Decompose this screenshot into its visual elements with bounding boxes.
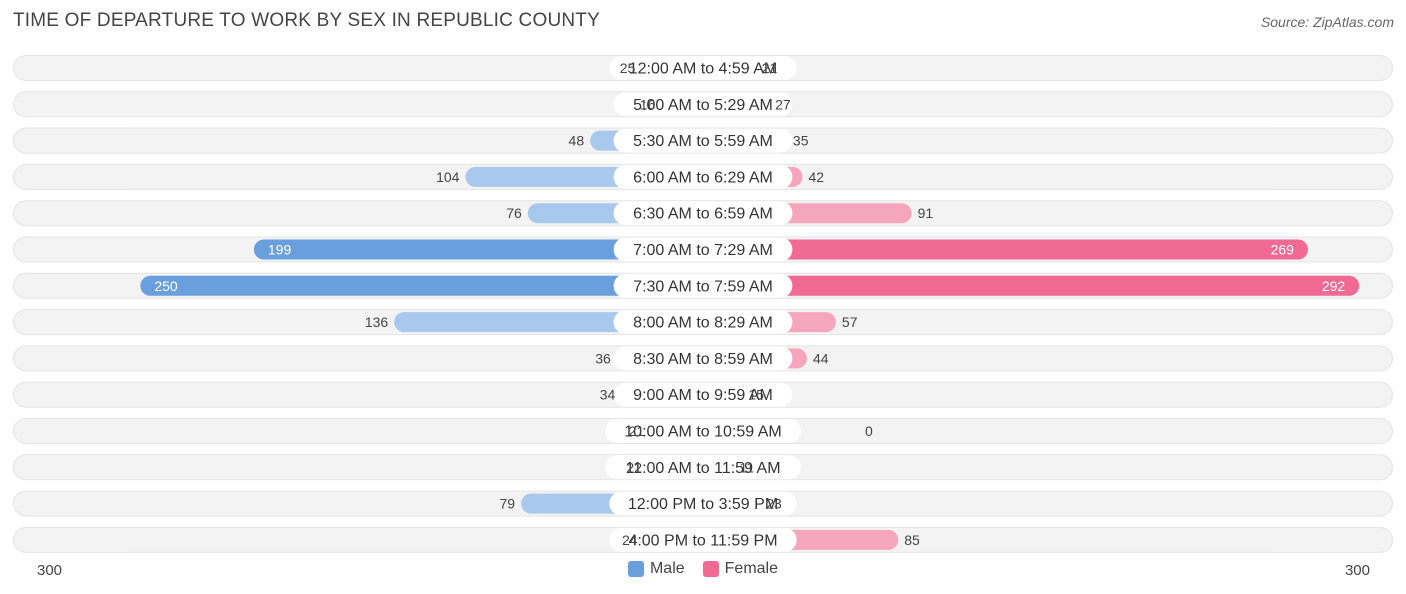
category-label: 11:00 AM to 11:59 AM xyxy=(625,460,780,477)
legend-item-female[interactable]: Female xyxy=(702,560,779,578)
value-label-male: 21 xyxy=(629,423,645,439)
value-label-female: 269 xyxy=(1271,242,1295,258)
value-label-male: 36 xyxy=(595,350,611,366)
legend-label-male: Male xyxy=(649,560,685,577)
category-pill xyxy=(613,201,793,226)
source-note: Source: ZipAtlas.com xyxy=(1260,14,1394,30)
value-label-female: 292 xyxy=(1322,278,1346,294)
value-label-female: 0 xyxy=(865,423,873,439)
category-label: 5:00 AM to 5:29 AM xyxy=(633,97,773,114)
category-label: 12:00 AM to 4:59 AM xyxy=(629,61,778,78)
category-label: 7:30 AM to 7:59 AM xyxy=(633,278,773,295)
value-label-male: 48 xyxy=(569,133,585,149)
value-label-female: 11 xyxy=(739,459,754,475)
category-pill xyxy=(609,491,797,516)
value-label-male: 76 xyxy=(506,205,522,221)
category-pill xyxy=(613,382,793,407)
bar-female xyxy=(703,239,1308,260)
category-label: 5:30 AM to 5:59 AM xyxy=(633,133,773,150)
category-pill xyxy=(609,56,797,80)
value-label-female: 42 xyxy=(809,169,825,185)
category-label: 7:00 AM to 7:29 AM xyxy=(633,242,773,259)
value-label-male: 250 xyxy=(154,278,178,294)
value-label-female: 23 xyxy=(766,496,782,512)
category-label: 8:30 AM to 8:59 AM xyxy=(633,351,773,368)
category-pill xyxy=(613,128,793,153)
value-label-female: 21 xyxy=(762,60,778,76)
bar-male xyxy=(140,275,704,296)
bar-female xyxy=(703,275,1360,296)
value-label-male: 25 xyxy=(620,60,636,76)
legend: Male Female xyxy=(0,560,1406,578)
category-label: 12:00 PM to 3:59 PM xyxy=(628,496,778,513)
value-label-male: 22 xyxy=(626,459,642,475)
value-label-female: 85 xyxy=(904,532,920,548)
value-label-male: 136 xyxy=(365,314,389,330)
value-label-male: 16 xyxy=(640,96,656,112)
category-label: 4:00 PM to 11:59 PM xyxy=(628,532,777,549)
category-label: 10:00 AM to 10:59 AM xyxy=(624,424,781,441)
category-pill xyxy=(613,273,793,298)
value-label-female: 44 xyxy=(813,350,829,366)
category-pill xyxy=(605,455,801,480)
legend-swatch-female xyxy=(702,561,719,577)
value-label-male: 34 xyxy=(600,387,616,403)
category-pill xyxy=(613,92,793,117)
value-label-female: 35 xyxy=(793,133,809,149)
axis-left-label: 300 xyxy=(37,562,63,579)
category-label: 8:00 AM to 8:29 AM xyxy=(633,315,773,332)
value-label-male: 199 xyxy=(268,242,292,258)
value-label-male: 79 xyxy=(500,496,516,512)
value-label-female: 27 xyxy=(775,96,791,112)
category-pill xyxy=(613,237,793,262)
bar-male xyxy=(253,239,704,260)
value-label-male: 104 xyxy=(436,169,460,185)
category-label: 9:00 AM to 9:59 AM xyxy=(633,387,773,404)
chart-title: TIME OF DEPARTURE TO WORK BY SEX IN REPU… xyxy=(13,10,600,31)
legend-label-female: Female xyxy=(724,560,779,577)
legend-swatch-male xyxy=(627,561,644,577)
axis-right-label: 300 xyxy=(1344,562,1370,579)
value-label-female: 57 xyxy=(842,314,858,330)
category-label: 6:30 AM to 6:59 AM xyxy=(633,206,773,223)
category-pill xyxy=(613,310,793,335)
category-pill xyxy=(609,527,797,552)
legend-item-male[interactable]: Male xyxy=(627,560,685,578)
value-label-male: 24 xyxy=(622,532,638,548)
category-pill xyxy=(613,164,793,189)
category-pill xyxy=(613,346,793,371)
value-label-female: 15 xyxy=(748,387,764,403)
category-pill xyxy=(605,419,801,443)
category-label: 6:00 AM to 6:29 AM xyxy=(633,169,773,186)
value-label-female: 91 xyxy=(918,205,934,221)
